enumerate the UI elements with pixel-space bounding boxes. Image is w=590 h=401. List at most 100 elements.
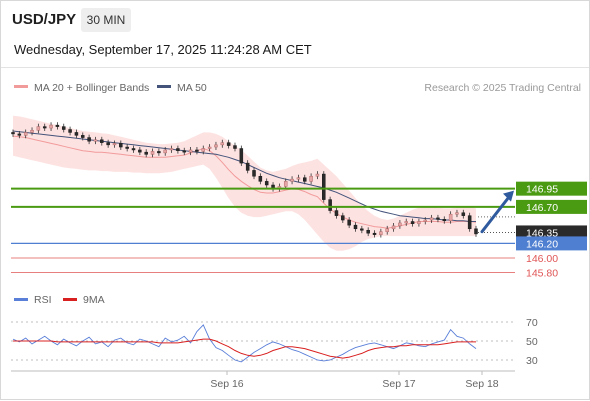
candle-down [353,224,358,230]
rsi-line [12,324,477,363]
price-level-145-80-label: 145.80 [526,268,558,280]
candle-down [87,137,91,142]
price-level-146-95-label: 146.95 [526,184,558,196]
candle-up [220,142,225,146]
candle-down [303,177,307,182]
candle-up [455,212,459,215]
candle-down [233,145,237,149]
candle-up [391,225,396,230]
candle-up [385,228,389,232]
candle-down [372,232,377,235]
chart-header: USD/JPY 30 MIN [1,1,589,37]
candle-down [245,162,250,171]
rsi-legend-label: RSI [34,294,52,306]
candle-down [264,181,269,186]
candle-down [347,219,351,226]
candle-up [423,219,428,222]
candle-down [68,129,72,133]
x-axis: Sep 16 Sep 17 Sep 18 [210,371,499,390]
ma50-legend-swatch [157,85,171,88]
candle-up [283,181,288,187]
price-level-146-20-tag [516,236,587,251]
candle-down [436,217,440,220]
ma20-line [12,135,477,229]
projection-arrow-shaft [480,194,512,234]
candle-down [74,132,79,136]
candle-down [81,135,85,138]
candle-down [474,228,478,235]
rsi-chart: 70 50 30 [11,317,538,367]
candle-down [334,210,339,216]
candle-down [410,221,415,224]
credit-text: Research © 2025 Trading Central [424,82,581,94]
candle-down [125,146,129,149]
candle-up [398,222,402,227]
candle-down [258,175,263,182]
x-tick-label: Sep 16 [210,378,243,390]
ma20-legend-label: MA 20 + Bollinger Bands [34,82,149,94]
candle-up [93,139,98,142]
candle-down [252,170,256,177]
candle-down [157,151,161,154]
candle-down [100,139,104,143]
candle-down [366,230,370,234]
candle-down [17,133,22,136]
candle-up [49,124,53,129]
header-divider [1,67,589,68]
candle-down [61,126,66,130]
candle-down [226,142,231,146]
candle-down [328,199,332,211]
candle-up [214,144,218,148]
candle-up [201,148,206,152]
price-level-146-20-label: 146.20 [526,238,558,250]
rsi-tick-70: 70 [526,317,538,329]
candle-up [448,213,453,222]
candle-up [188,149,193,153]
candle-down [176,148,180,151]
price-level-146-00-label: 146.00 [526,253,558,265]
candle-down [322,173,326,200]
rsi-tick-30: 30 [526,355,538,367]
candle-up [315,173,320,177]
timestamp: Wednesday, September 17, 2025 11:24:28 A… [14,42,312,57]
candle-down [195,149,199,152]
rsi-legend-swatch [14,298,28,301]
candle-down [360,228,364,231]
price-level-146-70-tag [516,199,587,214]
candle-down [442,219,447,222]
x-tick-label: Sep 17 [382,378,415,390]
ma50-legend-label: MA 50 [177,82,207,94]
price-level-146-35-tag [516,225,587,240]
candle-up [112,143,117,146]
candle-down [131,148,136,151]
price-level-146-95-tag [516,181,587,196]
candle-up [290,178,294,182]
candle-down [144,151,148,155]
timeframe-button[interactable]: 30 MIN [81,8,131,32]
candle-up [309,175,313,182]
price-level-146-70-label: 146.70 [526,202,558,214]
candle-up [379,231,383,235]
candle-up [296,177,301,180]
candle-up [36,126,41,131]
candle-down [239,148,244,164]
candle-down [461,212,466,216]
candle-up [429,217,434,221]
candle-up [23,132,28,136]
candle-down [11,132,15,135]
candle-up [163,149,167,154]
candle-down [42,126,47,129]
candle-down [119,143,123,148]
candle-down [55,124,60,127]
rsi-ma-legend-swatch [63,298,77,301]
candle-down [182,150,186,153]
rsi-ma-legend-label: 9MA [83,294,105,306]
rsi-ma-line [13,338,476,359]
candle-up [169,148,174,151]
projection-arrow-head [503,190,514,202]
candle-up [207,146,212,149]
symbol-title: USD/JPY [12,11,77,28]
